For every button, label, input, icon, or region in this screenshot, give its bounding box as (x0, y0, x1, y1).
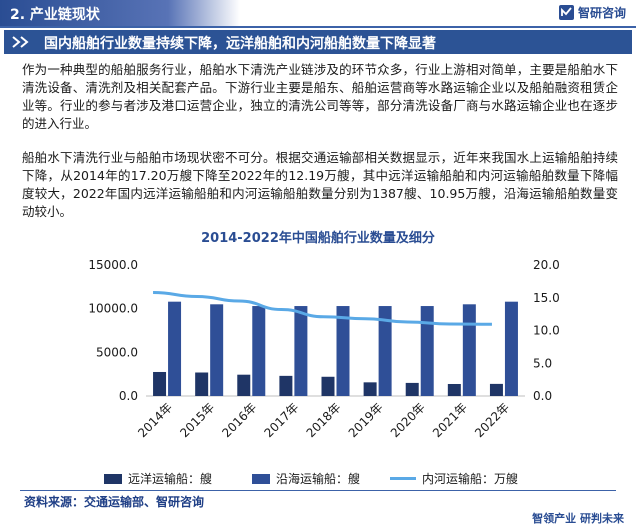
y-right-tick-label: 10.0 (533, 324, 560, 338)
bar-coastal (336, 306, 350, 396)
bar-ocean (363, 382, 377, 396)
legend-label-coastal: 沿海运输船：艘 (276, 472, 361, 486)
line-river (153, 291, 492, 326)
legend-item-river: 内河运输船：万艘 (390, 470, 518, 487)
brand: 智研咨询 (558, 4, 626, 21)
bar-ocean (489, 383, 503, 396)
bar-coastal (294, 306, 308, 396)
x-tick-label: 2020年 (388, 400, 428, 440)
bar-coastal (210, 304, 224, 396)
legend-label-river: 内河运输船：万艘 (422, 472, 519, 486)
section-tag: 2. 产业链现状 (0, 0, 240, 26)
x-tick-label: 2022年 (472, 400, 512, 440)
source-note: 资料来源：交通运输部、智研咨询 (24, 495, 205, 509)
bar-ocean (153, 371, 167, 396)
brand-logo-icon (558, 5, 574, 20)
double-chevron-icon (12, 36, 29, 48)
slogan: 智领产业 研判未来 (532, 512, 624, 525)
x-tick-label: 2018年 (304, 400, 344, 440)
top-divider (0, 26, 636, 28)
bar-ocean (447, 383, 461, 396)
bar-coastal (504, 301, 518, 396)
top-bar: 2. 产业链现状 智研咨询 (0, 0, 636, 26)
y-left-tick-label: 5000.0 (96, 345, 138, 359)
paragraph-intro: 作为一种典型的船舶服务行业，船舶水下清洗产业链涉及的环节众多，行业上游相对简单，… (22, 62, 618, 131)
x-tick-label: 2019年 (346, 400, 386, 440)
bar-ocean (405, 382, 419, 396)
bar-ocean (195, 372, 209, 396)
legend-swatch-coastal (252, 473, 270, 484)
y-left-tick-label: 0.0 (119, 389, 138, 403)
x-tick-label: 2017年 (262, 400, 302, 440)
chart-legend: 远洋运输船：艘 沿海运输船：艘 内河运输船：万艘 (0, 470, 636, 486)
brand-name: 智研咨询 (577, 6, 626, 20)
header-bar: 国内船舶行业数量持续下降，远洋船舶和内河船舶数量下降显著 (4, 30, 632, 54)
bar-ocean (279, 375, 293, 396)
paragraph-market: 船舶水下清洗行业与船舶市场现状密不可分。根据交通运输部相关数据显示，近年来我国水… (22, 150, 618, 219)
bar-coastal (168, 301, 182, 396)
legend-swatch-river (390, 477, 416, 480)
section-title: 2. 产业链现状 (10, 7, 100, 23)
bar-coastal (462, 304, 476, 396)
x-tick-label: 2015年 (177, 400, 217, 440)
y-right-tick-label: 5.0 (533, 356, 552, 370)
y-right-tick-label: 15.0 (533, 291, 560, 305)
y-left-tick-label: 10000.0 (88, 302, 138, 316)
legend-item-coastal: 沿海运输船：艘 (252, 470, 360, 487)
y-right-tick-label: 0.0 (533, 389, 552, 403)
x-tick-label: 2021年 (430, 400, 470, 440)
y-right-tick-label: 20.0 (533, 258, 560, 272)
bar-ocean (321, 376, 335, 396)
bar-coastal (378, 306, 392, 396)
header-title: 国内船舶行业数量持续下降，远洋船舶和内河船舶数量下降显著 (44, 36, 436, 52)
bar-coastal (420, 306, 434, 396)
bottom-divider (20, 490, 616, 491)
chart-title: 2014-2022年中国船舶行业数量及细分 (201, 231, 435, 246)
legend-item-ocean: 远洋运输船：艘 (104, 470, 212, 487)
bar-ocean (237, 374, 251, 396)
x-tick-label: 2014年 (135, 400, 175, 440)
legend-label-ocean: 远洋运输船：艘 (128, 472, 213, 486)
legend-swatch-ocean (104, 473, 122, 484)
y-left-tick-label: 15000.0 (88, 258, 138, 272)
x-tick-label: 2016年 (219, 400, 259, 440)
ship-count-chart: 15000.0 10000.0 5000.0 0.0 20.0 15.0 10.0 5.0 0.… (88, 258, 560, 440)
bar-coastal (252, 306, 266, 396)
